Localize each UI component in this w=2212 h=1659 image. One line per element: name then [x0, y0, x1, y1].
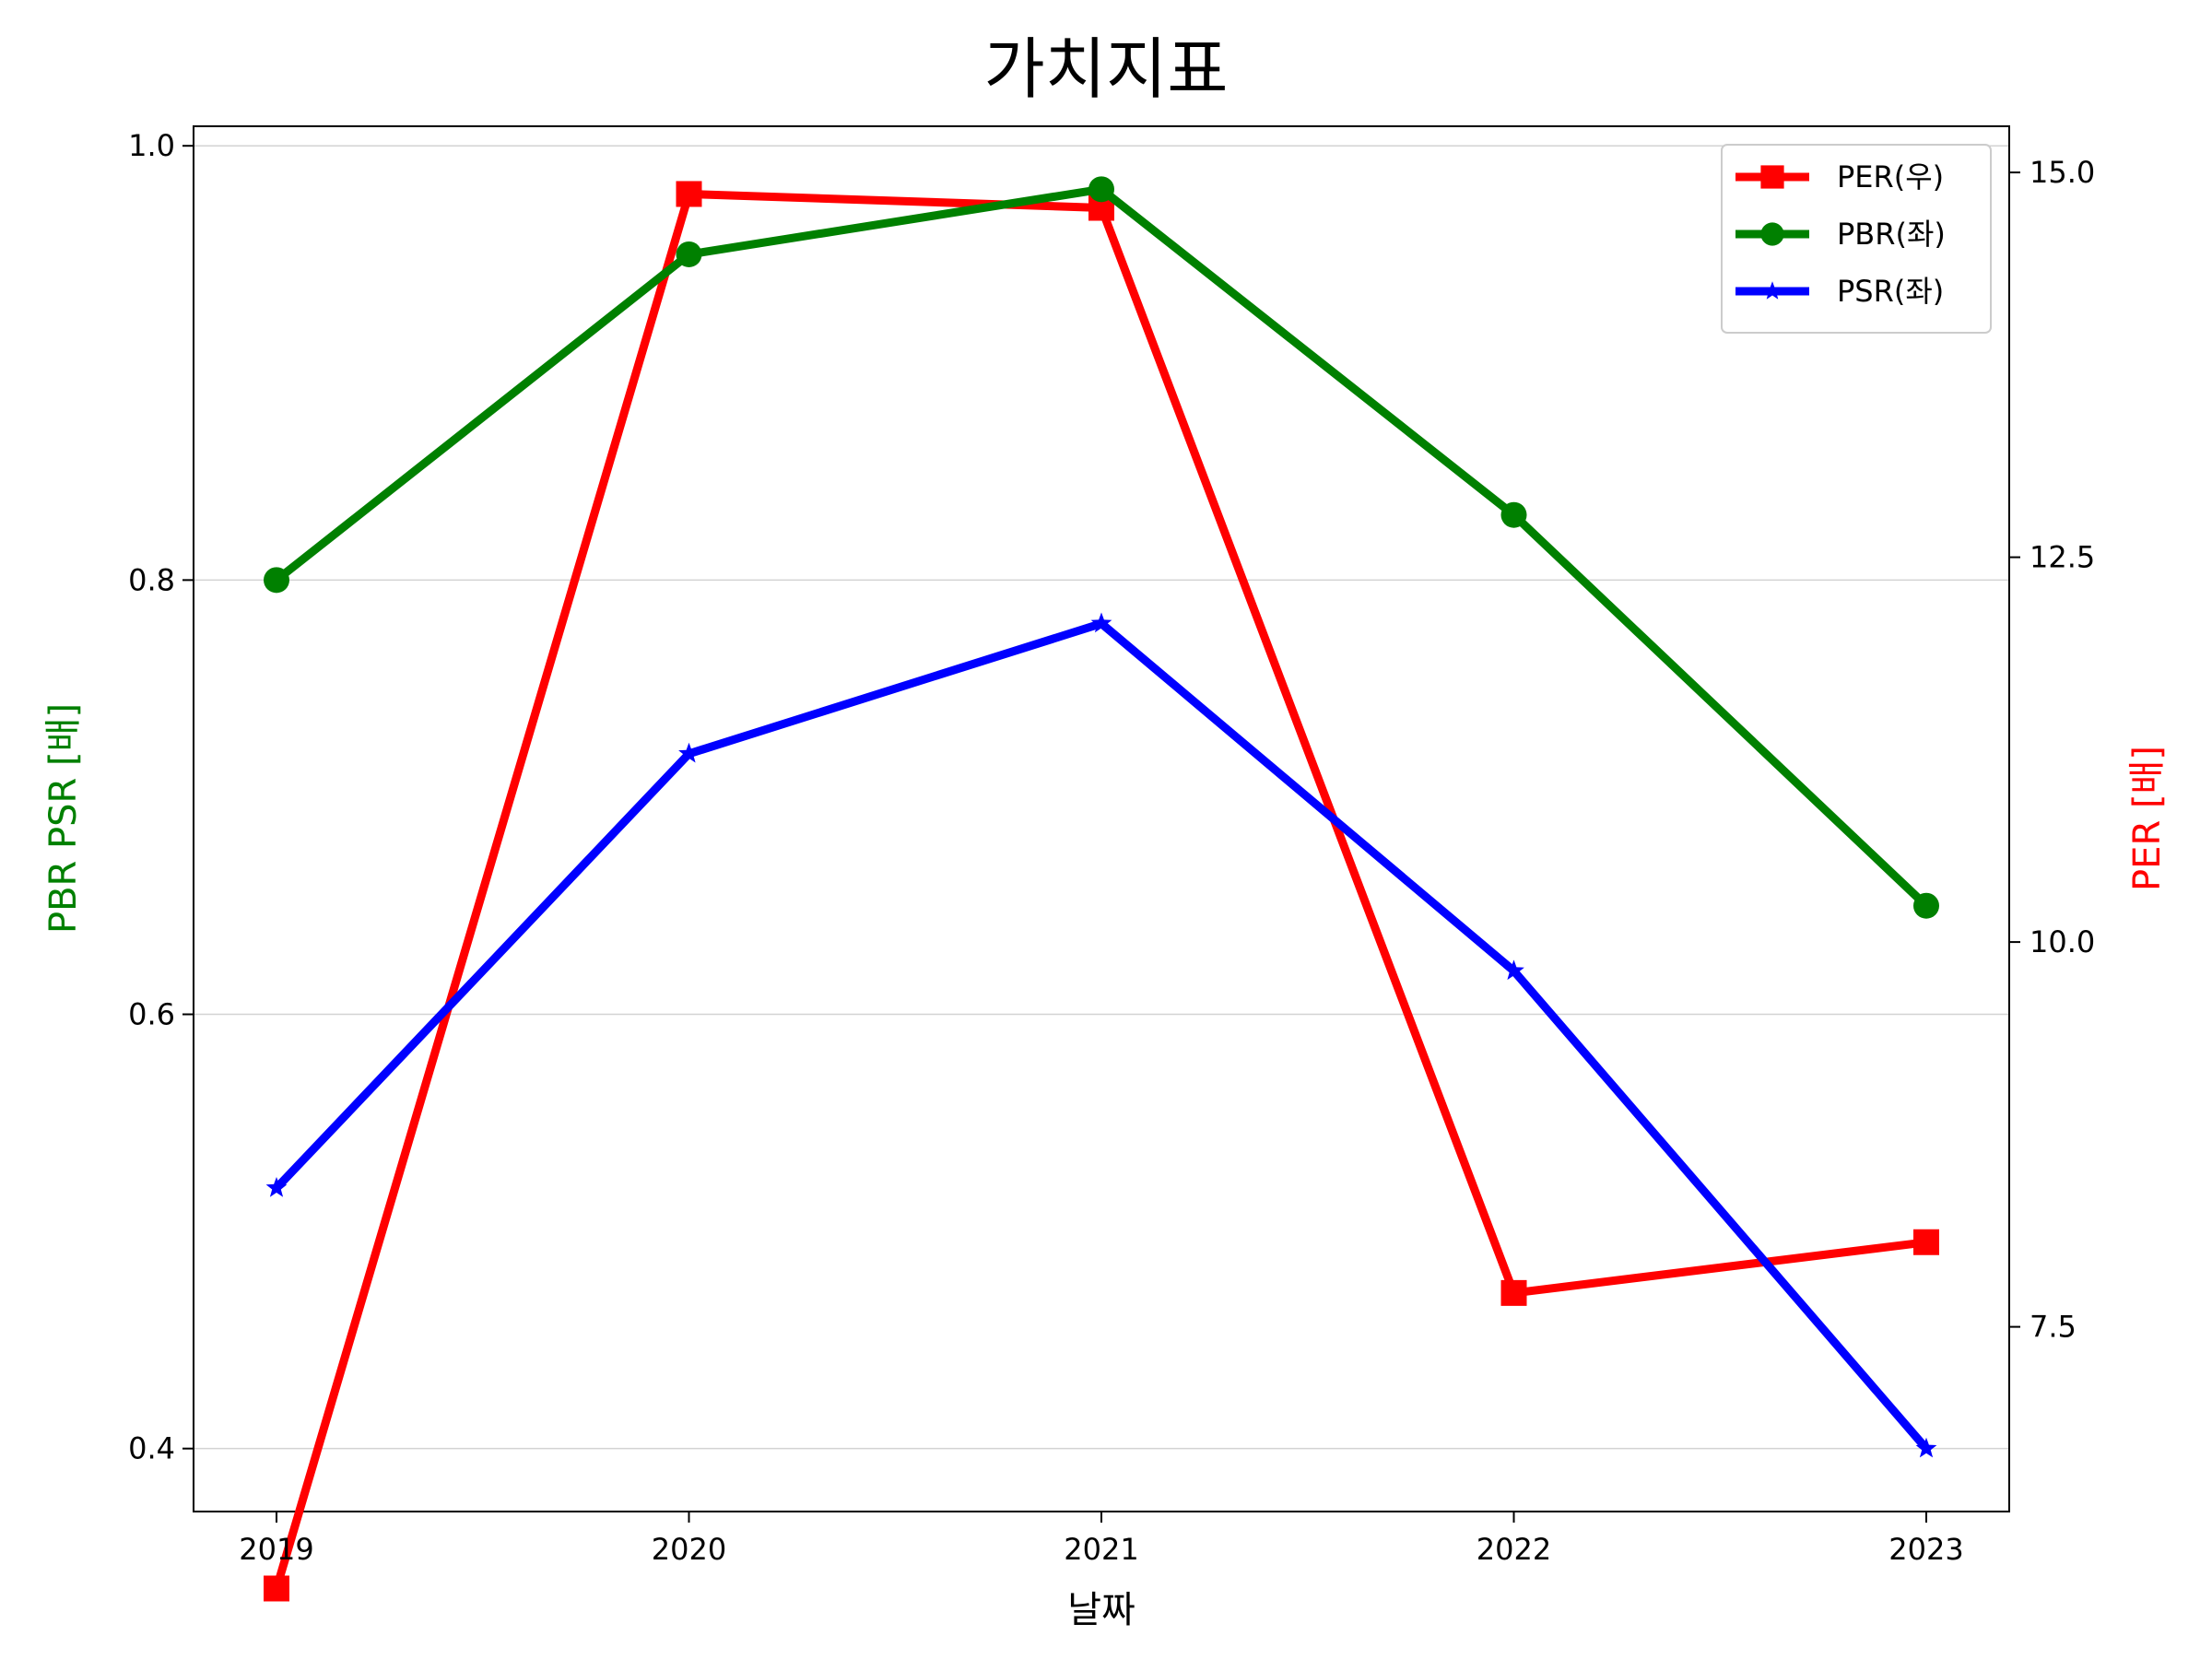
- y-left-tick-label: 0.6: [128, 997, 175, 1032]
- x-tick-label: 2019: [239, 1532, 313, 1567]
- plot-area: [193, 125, 2010, 1512]
- y-axis-right-label: PER [배]: [2126, 746, 2169, 891]
- x-axis: 2019 2020 2021 2022 2023: [239, 1512, 1964, 1567]
- y-left-tick-label: 0.8: [128, 562, 175, 597]
- data-point: [1913, 892, 1939, 919]
- x-tick-label: 2023: [1888, 1532, 1963, 1567]
- y-axis-left-label: PBR PSR [배]: [42, 703, 85, 934]
- x-tick-label: 2021: [1064, 1532, 1138, 1567]
- series-layer: [264, 176, 1939, 1602]
- series-PBR(좌): [264, 176, 1939, 919]
- y-left-tick-label: 0.4: [128, 1431, 175, 1466]
- data-point: [1913, 1229, 1939, 1255]
- series-line: [274, 184, 1930, 909]
- legend-label: PER(우): [1837, 159, 1944, 194]
- data-point: [1760, 222, 1784, 246]
- x-tick-label: 2020: [652, 1532, 726, 1567]
- grid-lines: [194, 145, 2009, 1450]
- data-point: [1090, 612, 1112, 633]
- y-right-tick-label: 15.0: [2030, 155, 2095, 190]
- y-right-tick-label: 12.5: [2030, 540, 2095, 575]
- data-point: [1503, 959, 1524, 981]
- series-PSR(좌): [265, 612, 1937, 1458]
- chart-title: 가치지표: [984, 30, 1229, 108]
- data-point: [265, 1177, 288, 1197]
- legend-item: PER(우): [1735, 159, 1944, 194]
- data-point: [1500, 1279, 1527, 1306]
- data-point: [264, 567, 289, 594]
- data-point: [1762, 281, 1783, 300]
- y-right-tick-label: 10.0: [2030, 924, 2095, 959]
- data-point: [678, 742, 700, 763]
- y-left-tick-label: 1.0: [128, 128, 175, 163]
- legend-item: PBR(좌): [1735, 217, 1946, 252]
- x-axis-label: 날짜: [1067, 1589, 1135, 1631]
- legend-box: [1721, 144, 1992, 334]
- legend-label: PSR(좌): [1837, 274, 1944, 309]
- y-axis-right: 7.5 10.0 12.5 15.0: [2009, 155, 2095, 1345]
- data-point: [1088, 176, 1114, 203]
- legend: PER(우) PBR(좌) PSR(좌): [1721, 144, 1992, 334]
- legend-label: PBR(좌): [1837, 217, 1946, 252]
- data-point: [1915, 1437, 1937, 1458]
- data-point: [1760, 165, 1784, 189]
- y-axis-left: 0.4 0.6 0.8 1.0: [128, 128, 194, 1466]
- series-PER(우): [264, 181, 1939, 1602]
- legend-item: PSR(좌): [1735, 274, 1944, 309]
- data-point: [676, 241, 702, 267]
- series-line: [272, 190, 1927, 1590]
- data-point: [264, 1575, 289, 1602]
- data-point: [1500, 501, 1527, 528]
- data-point: [676, 181, 702, 207]
- y-right-tick-label: 7.5: [2030, 1310, 2077, 1345]
- x-tick-label: 2022: [1477, 1532, 1551, 1567]
